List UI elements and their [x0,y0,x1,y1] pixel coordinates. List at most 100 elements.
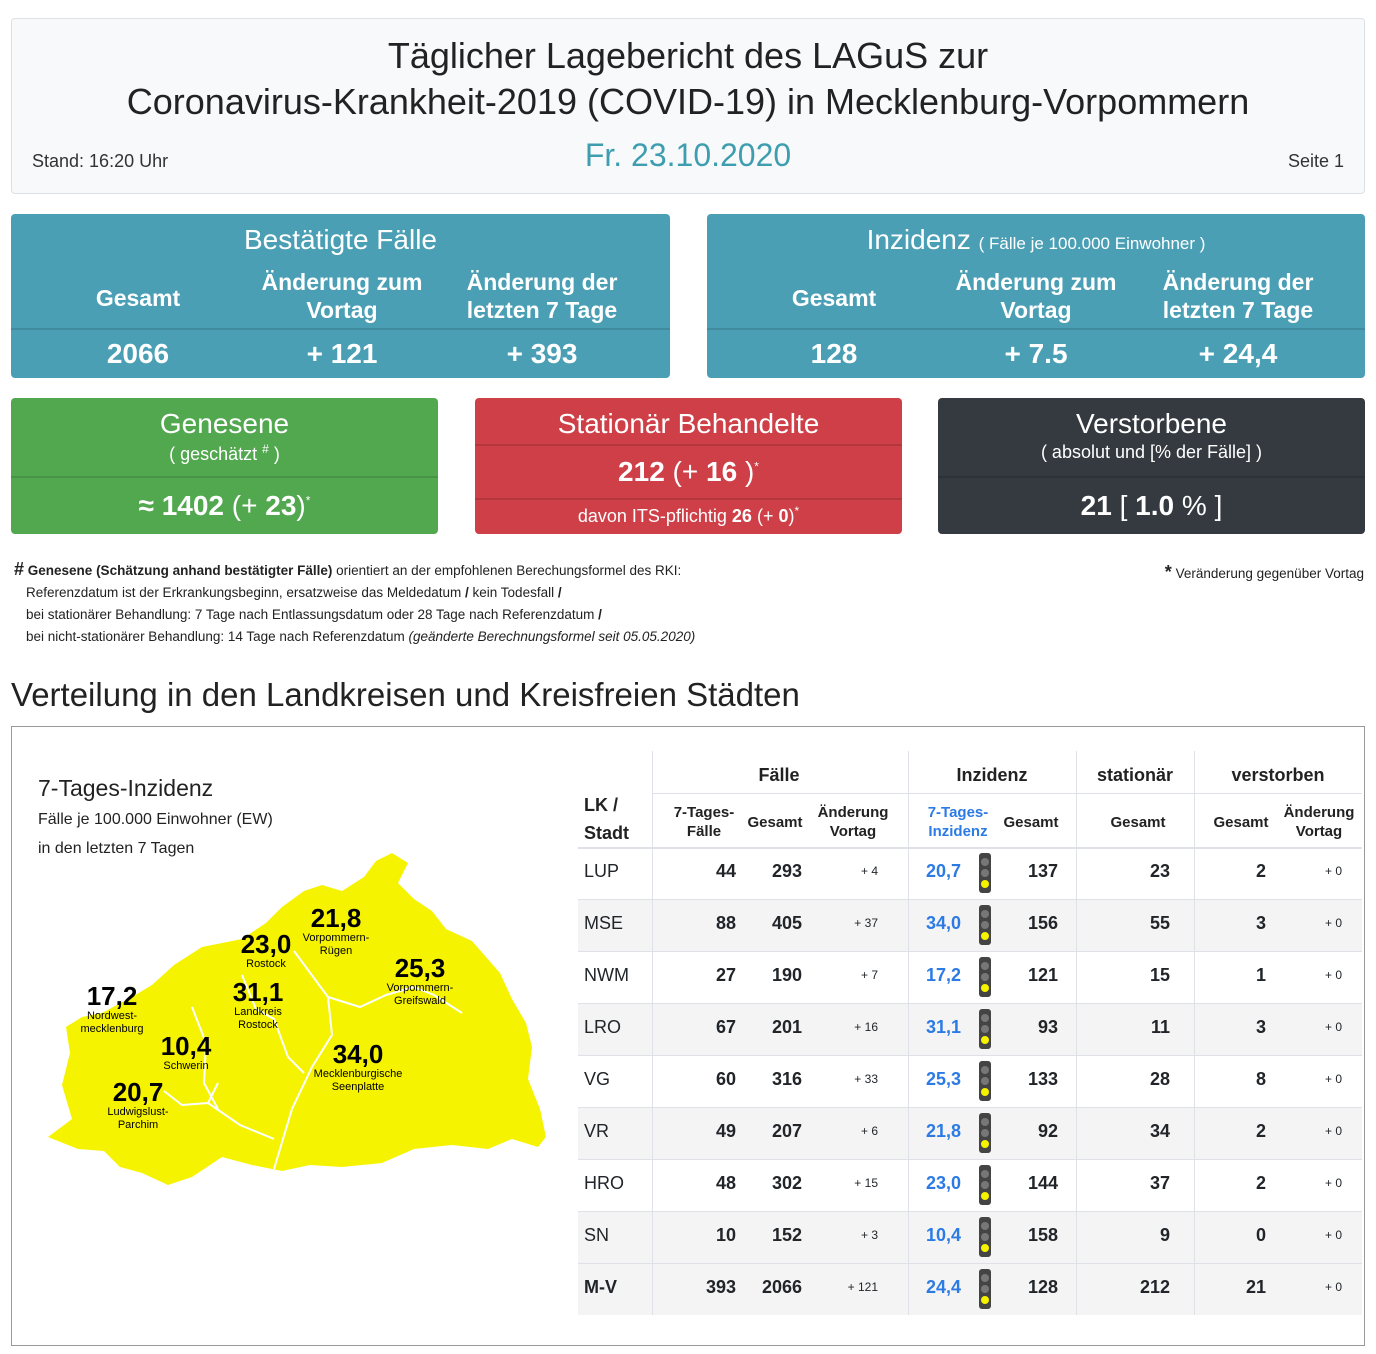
confirmed-cases-card: Bestätigte Fälle Gesamt Änderung zum Vor… [11,214,670,378]
label-line: Änderung der [1162,269,1314,295]
row-7day-cases: 393 [705,1277,736,1297]
confirmed-day-change-value: + 121 [306,338,378,369]
row-7day-cases: 44 [715,861,736,881]
row-7day-incidence: 21,8 [926,1121,962,1141]
row-cases-change: + 15 [854,1176,878,1190]
traffic-light-lamp [981,921,989,929]
slash: / [465,585,469,600]
bracket: [ [1119,490,1128,521]
hospital-value: 212 (+ 16 )* [475,456,902,488]
row-district-code: NWM [584,965,629,985]
star-mark: * [794,504,800,518]
table-row: VR 49 207 + 6 21,8 92 34 2 + 0 [578,1107,1362,1159]
label-line: Vortag [1000,297,1072,323]
divider [938,476,1365,478]
traffic-light-lamp [981,1014,989,1022]
traffic-light-lamp [981,1222,989,1230]
row-7day-cases: 67 [715,1017,736,1037]
row-hospitalized: 15 [1149,965,1170,985]
incidence-subtitle: ( Fälle je 100.000 Einwohner ) [978,234,1206,253]
paren: ) [296,490,306,521]
map-region-value: 23,0 [241,929,292,959]
note-text: Referenzdatum ist der Erkrankungsbeginn,… [26,585,462,600]
traffic-light-lamp [981,973,989,981]
deaths-title: Verstorbene [1076,408,1227,439]
note-text: bei nicht-stationärer Behandlung: 14 Tag… [26,629,405,644]
row-district-code: MSE [584,913,624,933]
column-divider [1076,751,1077,1315]
traffic-light-icon [979,1269,991,1309]
star-mark: * [754,459,759,474]
traffic-light-lamp [981,1088,989,1096]
traffic-light-lamp [981,1285,989,1293]
note-text: kein Todesfall [472,585,555,600]
confirmed-7day-change-label: Änderung der letzten 7 Tage [435,268,649,324]
traffic-light-icon [979,1113,991,1153]
row-total-cases: 302 [771,1173,802,1193]
incidence-day-change-value: + 7.5 [1004,338,1068,369]
map-border-line [293,950,415,1009]
row-7day-cases: 88 [715,913,736,933]
row-incidence-total: 92 [1037,1121,1058,1141]
confirmed-7day-change-value: + 393 [506,338,578,369]
recovered-card: Genesene ( geschätzt # ) ≈ 1402 (+ 23)* [11,398,438,534]
map-title: 7-Tages-Inzidenz [38,775,214,801]
approx-sign: ≈ [138,490,154,521]
hash-mark: # [262,442,269,456]
confirmed-day-change-label: Änderung zum Vortag [235,268,449,324]
incidence-7day-change-label: Änderung der letzten 7 Tage [1131,268,1345,324]
table-row: HRO 48 302 + 15 23,0 144 37 2 + 0 [578,1159,1362,1211]
col-header-verstorben: verstorben [1231,765,1325,785]
row-incidence-total: 133 [1027,1069,1058,1089]
header-line: 7-Tages- [673,804,735,821]
deaths-card: Verstorbene ( absolut und [% der Fälle] … [938,398,1365,534]
header-line: Vortag [1295,823,1343,840]
row-total-cases: 152 [771,1225,802,1245]
traffic-light-icon [979,853,991,893]
deaths-number: 21 [1080,490,1112,521]
row-cases-change: + 4 [860,864,878,878]
note-line: bei stationärer Behandlung: 7 Tage nach … [14,604,695,626]
note-text: bei stationärer Behandlung: 7 Tage nach … [26,607,595,622]
row-7day-cases: 27 [715,965,736,985]
header-line: 7-Tages- [927,804,989,821]
subheader-aenderung: Änderung Vortag [1276,803,1362,841]
incidence-title-text: Inzidenz [866,224,971,255]
map-region-name: Seenplatte [332,1081,385,1093]
its-value: 26 [731,506,752,526]
row-deaths-total: 3 [1255,1017,1266,1037]
note-line: bei nicht-stationärer Behandlung: 14 Tag… [14,626,695,648]
map-region-name: mecklenburg [81,1023,144,1035]
map-region-name: Ludwigslust- [107,1106,168,1118]
row-deaths-change: + 0 [1324,864,1342,878]
row-district-code: LUP [584,861,620,881]
paren: ) [273,444,280,464]
row-hospitalized: 55 [1149,913,1170,933]
row-deaths-total: 0 [1255,1225,1266,1245]
traffic-light-lamp [981,880,989,888]
row-deaths-change: + 0 [1324,1176,1342,1190]
subheader-gesamt: Gesamt [742,813,808,832]
table-row: NWM 27 190 + 7 17,2 121 15 1 + 0 [578,951,1362,1003]
traffic-light-lamp [981,1066,989,1074]
label-line: letzten 7 Tage [466,297,618,323]
map-region-value: 21,8 [311,903,362,933]
column-divider [908,751,909,1315]
map-region-name: Rügen [320,945,352,957]
row-7day-incidence: 10,4 [926,1225,962,1245]
map-subtitle-1: Fälle je 100.000 Einwohner (EW) [38,811,273,828]
slash: / [557,585,562,600]
header-line: LK / [584,795,618,815]
star-footnote: * Veränderung gegenüber Vortag [1165,562,1364,583]
traffic-light-lamp [981,858,989,866]
paren: (+ [756,506,774,526]
row-7day-incidence: 24,4 [926,1277,962,1297]
row-deaths-change: + 0 [1324,1020,1342,1034]
slash: / [598,607,602,622]
row-district-code: M-V [584,1277,617,1297]
traffic-light-lamp [981,1036,989,1044]
